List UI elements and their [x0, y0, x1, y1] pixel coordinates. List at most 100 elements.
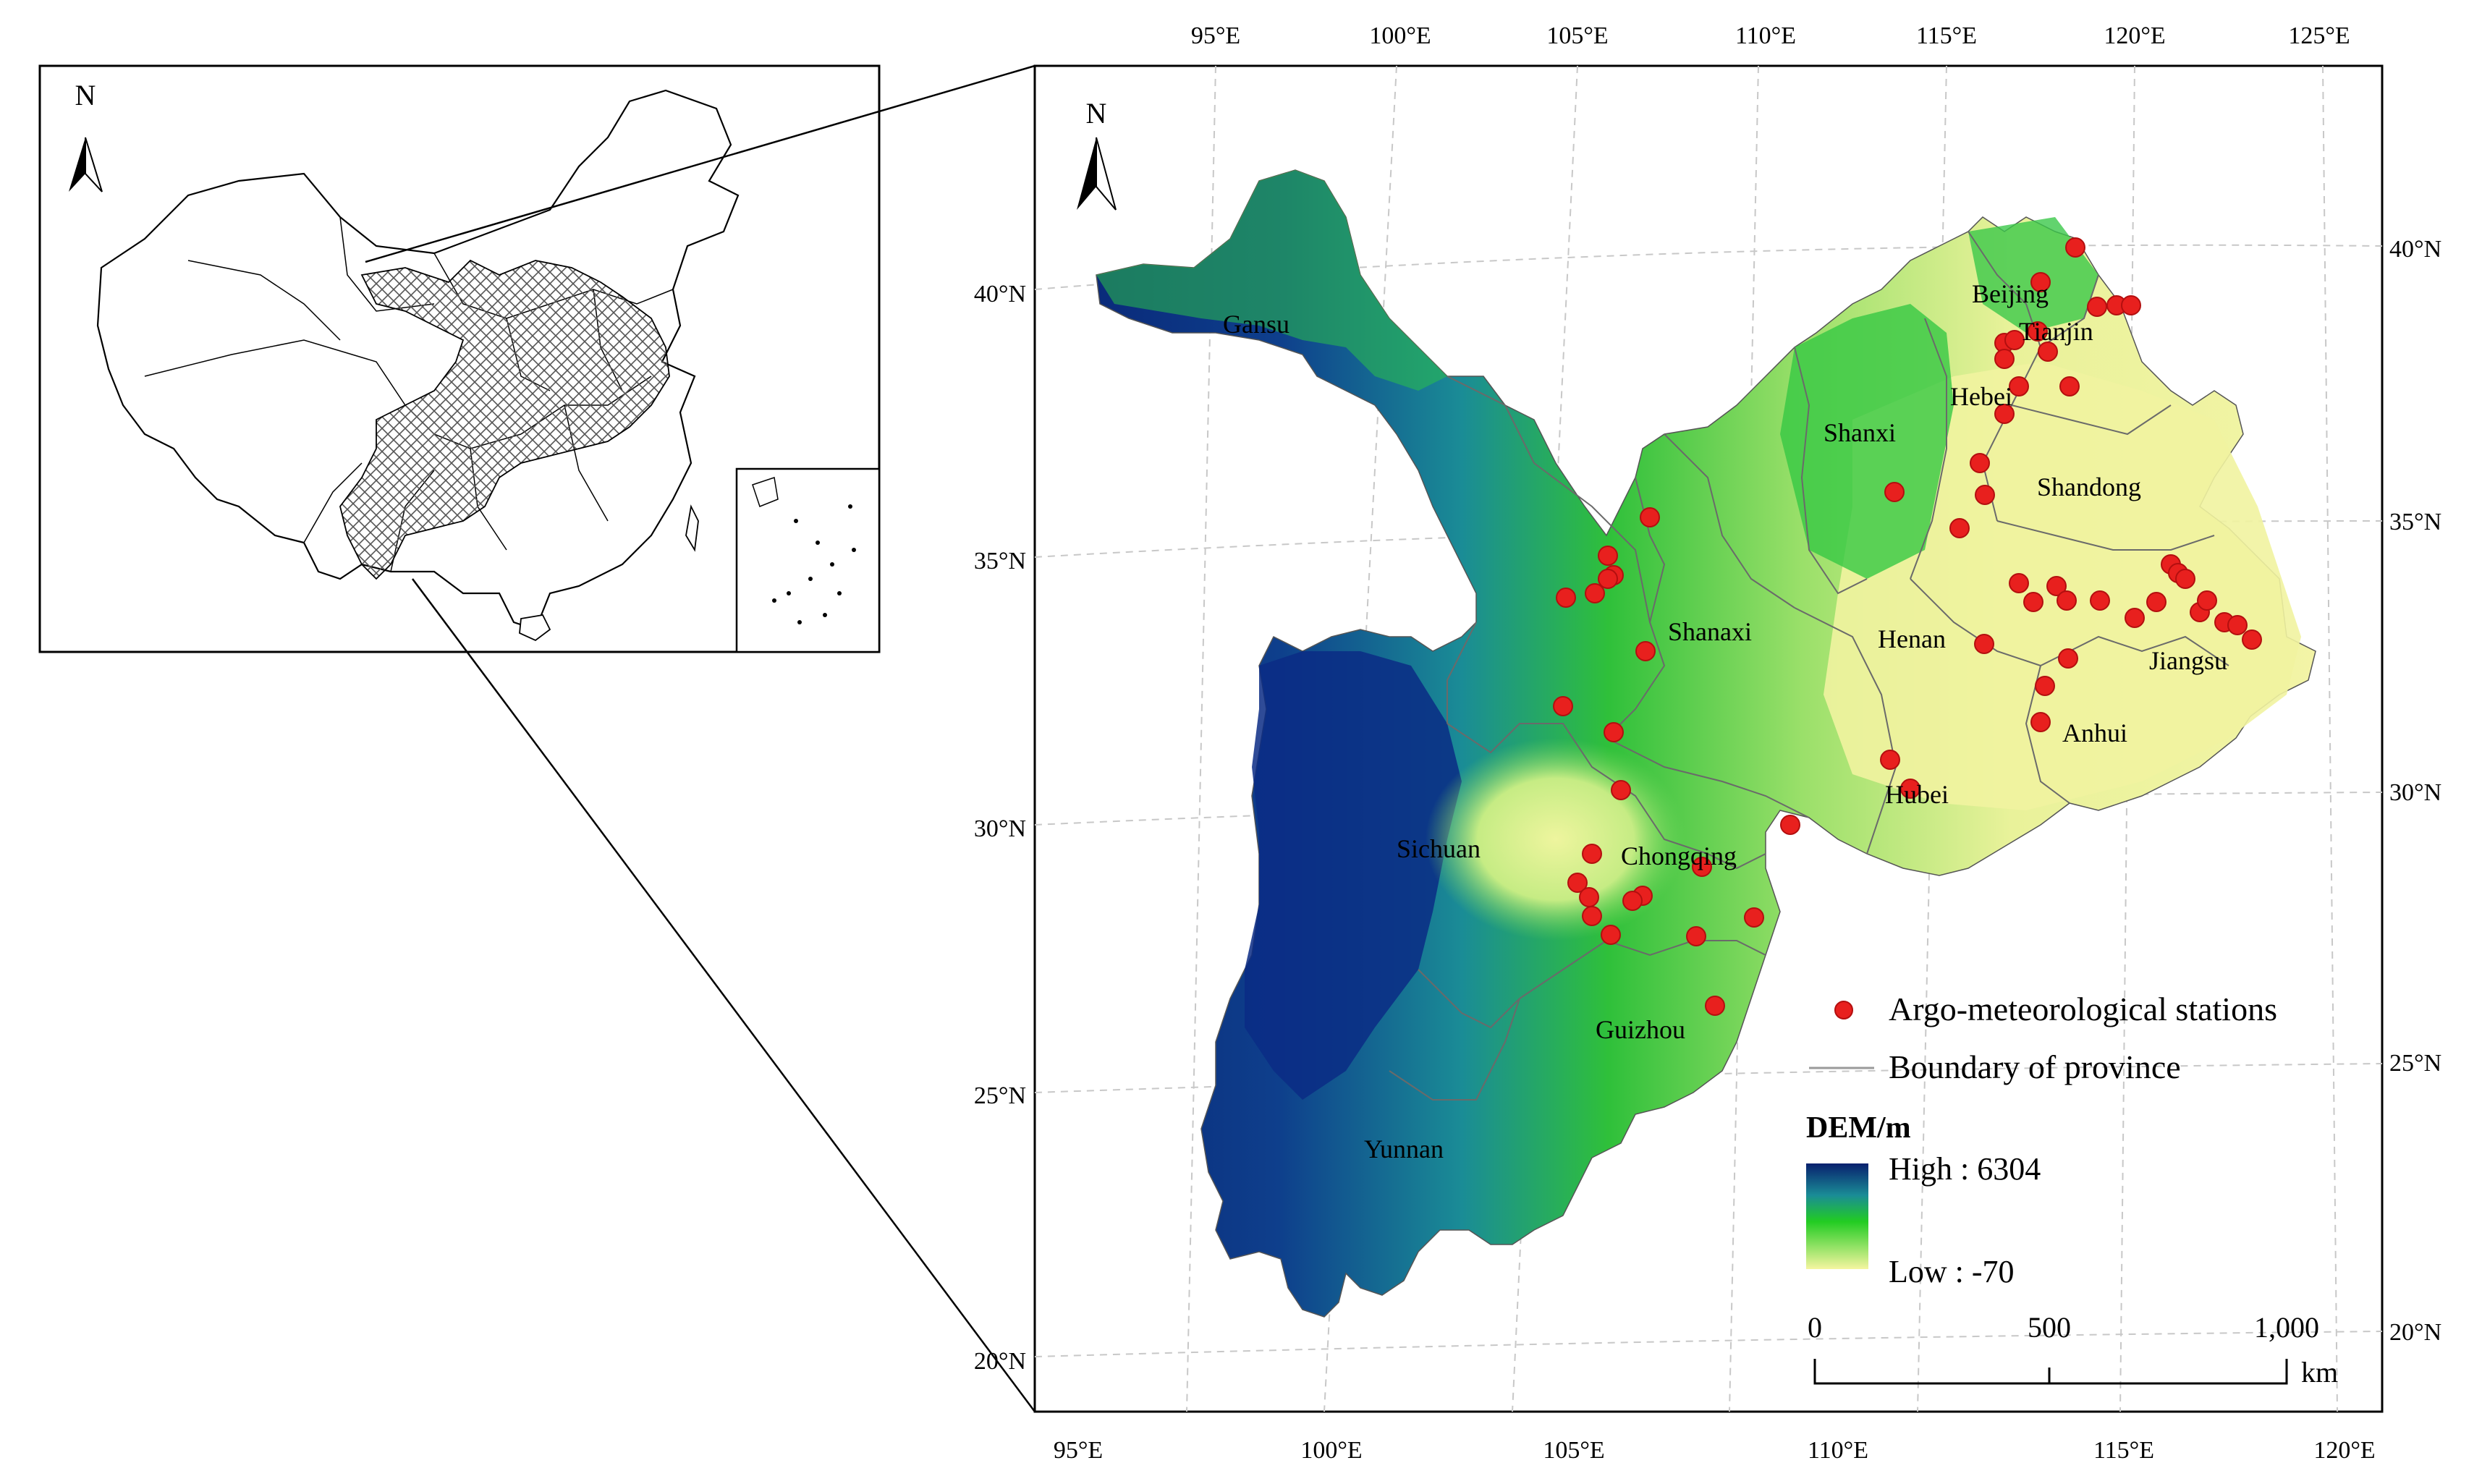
station-marker — [1579, 887, 1599, 907]
argo-station-layer — [1553, 237, 2262, 1016]
station-marker — [2242, 629, 2262, 650]
station-marker — [1884, 482, 1905, 502]
shanxi-shading — [1780, 304, 1954, 579]
right-lat-25: 25°N — [2389, 1050, 2441, 1077]
right-lat-labels: 40°N 35°N 30°N 25°N 20°N — [2389, 236, 2441, 1346]
label-hubei: Hubei — [1885, 780, 1949, 809]
bottom-lon-95: 95°E — [1054, 1437, 1103, 1464]
top-lon-105: 105°E — [1546, 22, 1608, 49]
station-marker — [1780, 815, 1800, 835]
legend-dem-low: Low : -70 — [1889, 1254, 2015, 1289]
station-marker — [1556, 588, 1576, 608]
station-marker — [1611, 780, 1631, 800]
hainan-island — [519, 614, 551, 642]
station-marker — [1598, 546, 1618, 566]
station-marker — [2197, 590, 2217, 611]
label-yunnan: Yunnan — [1364, 1135, 1444, 1163]
station-marker — [2023, 592, 2043, 612]
station-marker — [1598, 569, 1618, 589]
station-marker — [2009, 573, 2029, 593]
bottom-lon-120: 120°E — [2313, 1437, 2375, 1464]
south-china-sea-islands — [752, 477, 856, 624]
top-lon-labels: 95°E 100°E 105°E 110°E 115°E 120°E 125°E — [1191, 22, 2350, 49]
label-henan: Henan — [1878, 624, 1946, 653]
tibetan-plateau-shading — [1245, 651, 1462, 1100]
label-guizhou: Guizhou — [1596, 1015, 1685, 1044]
province-labels: Gansu Beijing Tianjin Hebei Shanxi Shand… — [1223, 279, 2227, 1163]
station-marker — [1744, 907, 1764, 928]
station-marker — [1994, 404, 2015, 424]
top-lon-95: 95°E — [1191, 22, 1240, 49]
station-marker — [1974, 634, 1994, 654]
inset-north-arrow: N — [69, 79, 103, 192]
legend-boundary-label: Boundary of province — [1889, 1048, 2181, 1085]
station-marker — [2035, 676, 2055, 696]
scale-label-1000: 1,000 — [2254, 1311, 2319, 1344]
right-lat-30: 30°N — [2389, 779, 2441, 806]
station-marker — [1970, 453, 1990, 473]
legend-dem-colorbar — [1806, 1163, 1868, 1269]
legend-station-symbol — [1834, 1001, 1853, 1019]
station-marker — [1686, 926, 1706, 946]
station-marker — [2125, 608, 2145, 628]
top-lon-120: 120°E — [2104, 22, 2165, 49]
station-marker — [2057, 590, 2077, 611]
station-marker — [2004, 330, 2025, 350]
station-marker — [1705, 996, 1725, 1016]
label-anhui: Anhui — [2062, 718, 2127, 747]
station-marker — [2009, 376, 2029, 397]
station-marker — [1640, 507, 1660, 527]
scale-unit: km — [2301, 1356, 2338, 1388]
china-outline — [96, 89, 740, 631]
south-china-sea-inset — [735, 467, 881, 653]
bottom-lon-100: 100°E — [1300, 1437, 1362, 1464]
scale-bar-line — [1813, 1359, 2288, 1385]
top-lon-100: 100°E — [1369, 22, 1431, 49]
station-marker — [1582, 906, 1602, 926]
inset-study-area — [339, 259, 670, 580]
left-lat-40: 40°N — [974, 281, 1026, 308]
top-lon-110: 110°E — [1735, 22, 1796, 49]
legend-dem-high: High : 6304 — [1889, 1151, 2041, 1187]
label-beijing: Beijing — [1972, 279, 2049, 308]
station-marker — [2059, 376, 2080, 397]
station-marker — [1975, 485, 1995, 505]
taiwan-island — [685, 504, 699, 552]
label-shanxi: Shanxi — [1824, 418, 1896, 447]
top-lon-115: 115°E — [1916, 22, 1977, 49]
label-tianjin: Tianjin — [2019, 317, 2093, 346]
station-marker — [1635, 641, 1656, 661]
right-lat-20: 20°N — [2389, 1319, 2441, 1346]
main-map: Gansu Beijing Tianjin Hebei Shanxi Shand… — [1033, 64, 2384, 1413]
left-lat-20: 20°N — [974, 1348, 1026, 1375]
legend: Argo-meteorological stations Boundary of… — [1806, 991, 2277, 1289]
right-lat-40: 40°N — [2389, 236, 2441, 263]
scale-bar: 0 500 1,000 km — [1808, 1311, 2338, 1388]
station-marker — [2087, 297, 2107, 317]
left-lat-35: 35°N — [974, 548, 1026, 574]
left-lat-labels: 40°N 35°N 30°N 25°N 20°N — [974, 281, 1026, 1375]
station-marker — [1553, 696, 1573, 716]
label-sichuan: Sichuan — [1397, 834, 1481, 863]
label-shanaxi: Shanaxi — [1668, 617, 1752, 646]
station-marker — [1585, 583, 1605, 603]
station-marker — [2227, 615, 2248, 635]
label-hebei: Hebei — [1950, 382, 2012, 411]
station-marker — [1567, 873, 1588, 893]
station-marker — [1900, 779, 1920, 799]
top-lon-125: 125°E — [2288, 22, 2350, 49]
legend-stations-label: Argo-meteorological stations — [1889, 991, 2277, 1027]
label-shandong: Shandong — [2037, 472, 2141, 501]
inset-connector-lines — [365, 64, 1036, 1412]
label-chongqing: Chongqing — [1621, 841, 1737, 870]
axis-labels: 95°E 100°E 105°E 110°E 115°E 120°E 125°E… — [974, 22, 2441, 1464]
left-lat-25: 25°N — [974, 1082, 1026, 1109]
label-jiangsu: Jiangsu — [2149, 646, 2227, 675]
station-marker — [2038, 342, 2058, 362]
station-marker — [2121, 295, 2141, 315]
label-gansu: Gansu — [1223, 310, 1289, 339]
station-marker — [1601, 925, 1621, 945]
station-marker — [2175, 569, 2195, 589]
main-north-label: N — [1086, 97, 1107, 130]
